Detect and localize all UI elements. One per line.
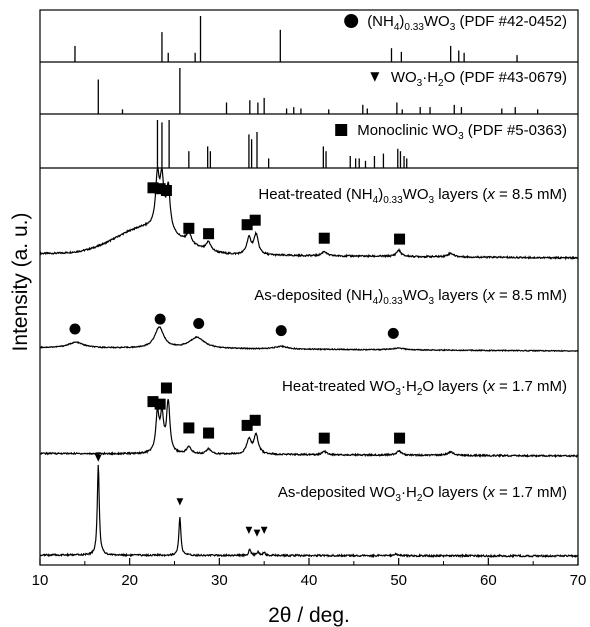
square-marker	[203, 427, 215, 439]
x-tick-label: 50	[390, 572, 407, 589]
pattern-4	[39, 464, 579, 559]
pattern-label-2: As-deposited (NH4)0.33WO3 layers (x = 8.…	[254, 287, 567, 307]
x-tick-label: 20	[121, 572, 138, 589]
reference-label-1: (NH4)0.33WO3 (PDF #42-0452)	[367, 13, 567, 33]
pattern-curve	[39, 165, 579, 261]
pattern-label-1: Heat-treated (NH4)0.33WO3 layers (x = 8.…	[258, 186, 567, 206]
circle-marker	[193, 318, 205, 329]
circle-marker	[69, 323, 81, 335]
markers-layer	[69, 182, 406, 537]
x-tick-label: 30	[211, 572, 228, 589]
triangle-marker	[253, 529, 261, 537]
square-marker	[394, 432, 406, 444]
circle-marker	[344, 14, 359, 28]
square-marker	[249, 414, 261, 426]
curves-layer	[39, 16, 579, 559]
pattern-label-4: As-deposited WO3·H2O layers (x = 1.7 mM)	[278, 484, 567, 504]
pattern-2	[39, 326, 579, 353]
circle-marker	[387, 327, 399, 339]
x-tick-label: 60	[480, 572, 497, 589]
square-marker	[249, 214, 261, 226]
square-marker	[160, 382, 172, 394]
reference-3	[156, 120, 408, 168]
pattern-curve	[39, 399, 579, 459]
square-marker	[241, 219, 253, 231]
reference-1	[74, 16, 518, 62]
pattern-curve	[39, 326, 579, 353]
pattern-curve	[39, 464, 579, 559]
square-marker	[183, 422, 195, 434]
square-marker	[335, 124, 348, 136]
x-tick-label: 70	[570, 572, 587, 589]
square-marker	[203, 228, 215, 240]
x-tick-label: 10	[32, 572, 49, 589]
triangle-marker	[245, 526, 253, 534]
y-axis-label: Intensity (a. u.)	[9, 213, 32, 352]
pattern-3	[39, 399, 579, 459]
square-marker	[318, 232, 330, 244]
square-marker	[394, 233, 406, 245]
reference-label-3: Monoclinic WO3 (PDF #5-0363)	[357, 122, 567, 142]
pattern-label-3: Heat-treated WO3·H2O layers (x = 1.7 mM)	[282, 378, 567, 398]
triangle-marker	[94, 454, 102, 462]
circle-marker	[154, 313, 166, 325]
triangle-marker	[176, 498, 184, 506]
pattern-1	[39, 165, 579, 261]
square-marker	[147, 182, 159, 194]
square-marker	[154, 398, 166, 410]
triangle-marker	[260, 526, 268, 534]
square-marker	[318, 432, 330, 444]
reference-label-2: WO3·H2O (PDF #43-0679)	[391, 69, 567, 89]
square-marker	[154, 183, 166, 195]
circle-marker	[275, 325, 287, 337]
square-marker	[183, 222, 195, 234]
square-marker	[147, 396, 159, 408]
x-tick-label: 40	[301, 572, 318, 589]
square-marker	[160, 185, 172, 196]
x-axis-label: 2θ / deg.	[268, 604, 350, 627]
square-marker	[241, 419, 253, 431]
axes-layer: 10 20 30 40 50 60 70	[32, 558, 587, 589]
reference-2	[97, 68, 539, 114]
labels-layer: (NH4)0.33WO3 (PDF #42-0452) WO3·H2O (PDF …	[254, 13, 567, 504]
triangle-marker	[370, 72, 380, 82]
